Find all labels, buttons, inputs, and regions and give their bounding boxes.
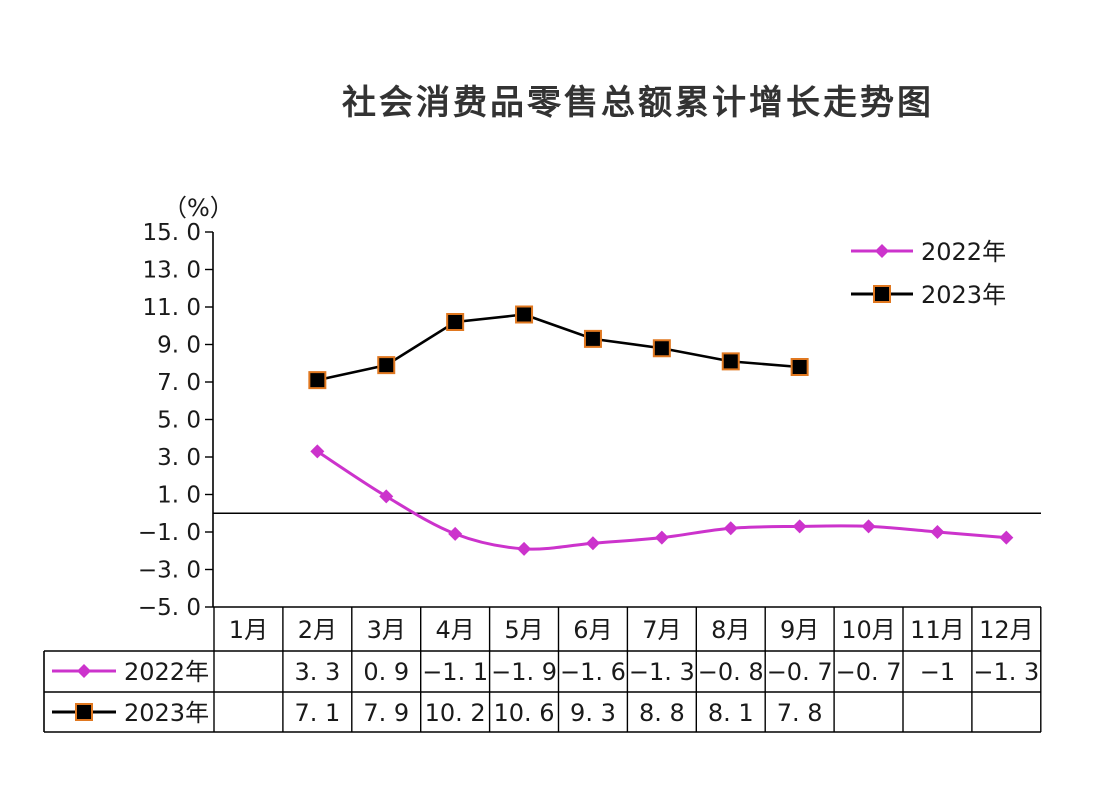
y-tick-label: −1. 0 xyxy=(138,520,201,546)
data-point-2023 xyxy=(377,356,396,375)
y-tick-label: 3. 0 xyxy=(157,445,201,471)
data-label: −1. 1 xyxy=(422,658,488,686)
legend-label: 2023年 xyxy=(921,281,1006,309)
series-line-2023 xyxy=(317,313,800,382)
x-tick-label: 4月 xyxy=(436,616,475,644)
y-tick-label: 13. 0 xyxy=(142,258,201,284)
data-point-2022 xyxy=(448,526,463,541)
data-label: 8. 8 xyxy=(639,699,685,727)
row-header-label: 2023年 xyxy=(124,699,209,727)
data-point-2022 xyxy=(517,541,532,556)
y-axis-unit: （%） xyxy=(163,194,234,222)
x-tick-label: 5月 xyxy=(504,616,543,644)
legend: 2022年 2023年 xyxy=(851,238,1006,309)
data-point-2022 xyxy=(792,519,807,534)
data-label: 7. 8 xyxy=(777,699,823,727)
y-tick-label: 9. 0 xyxy=(157,333,201,359)
y-tick-label: 11. 0 xyxy=(142,295,201,321)
data-label: 7. 9 xyxy=(363,699,409,727)
data-point-2023 xyxy=(515,305,534,324)
data-label: −0. 8 xyxy=(698,658,764,686)
data-label: 3. 3 xyxy=(294,658,340,686)
data-point-2022 xyxy=(999,530,1014,545)
data-label: −1. 6 xyxy=(560,658,626,686)
y-tick-label: 15. 0 xyxy=(142,220,201,246)
data-label: 10. 2 xyxy=(425,699,486,727)
legend-label: 2022年 xyxy=(921,238,1006,266)
x-tick-label: 3月 xyxy=(367,616,406,644)
legend-marker xyxy=(875,244,889,258)
y-tick-label: 1. 0 xyxy=(157,483,201,509)
data-label: −0. 7 xyxy=(836,658,902,686)
data-label: 0. 9 xyxy=(363,658,409,686)
x-tick-label: 12月 xyxy=(979,616,1034,644)
x-tick-label: 6月 xyxy=(573,616,612,644)
data-label: −0. 7 xyxy=(767,658,833,686)
data-point-2022 xyxy=(723,521,738,536)
row-key-marker xyxy=(77,664,91,678)
y-tick-label: −3. 0 xyxy=(138,558,201,584)
data-point-2023 xyxy=(446,313,465,331)
y-tick-label: −5. 0 xyxy=(138,595,201,621)
legend-marker xyxy=(873,285,891,303)
x-tick-label: 9月 xyxy=(780,616,819,644)
data-label: −1. 3 xyxy=(629,658,695,686)
chart-title: 社会消费品零售总额累计增长走势图 xyxy=(342,83,934,123)
data-label: −1. 9 xyxy=(491,658,557,686)
data-point-2023 xyxy=(583,329,602,348)
data-point-2022 xyxy=(654,530,669,545)
data-point-2023 xyxy=(790,358,809,376)
data-label: −1 xyxy=(920,658,955,686)
data-table: 1月 2月 3月 4月 5月 6月 7月 8月 9月 10月 11月 12月 2022年 3. 3 0. 9… xyxy=(43,606,1042,733)
x-tick-label: 1月 xyxy=(229,616,268,644)
data-point-2022 xyxy=(861,519,876,534)
x-tick-label: 7月 xyxy=(642,616,681,644)
x-tick-label: 8月 xyxy=(711,616,750,644)
data-label: 8. 1 xyxy=(708,699,754,727)
data-label: −1. 3 xyxy=(973,658,1039,686)
x-tick-label: 11月 xyxy=(910,616,965,644)
data-point-2023 xyxy=(652,339,671,358)
x-tick-label: 10月 xyxy=(841,616,896,644)
data-point-2022 xyxy=(310,444,325,459)
data-point-2022 xyxy=(379,489,394,504)
data-point-2022 xyxy=(930,525,945,539)
row-key-marker xyxy=(75,703,93,721)
data-point-2022 xyxy=(585,536,600,551)
plot-area: 15. 0 13. 0 11. 0 9. 0 7. 0 5. 0 3. 0 1. 0 −1. 0… xyxy=(138,220,1041,621)
y-tick-label: 5. 0 xyxy=(157,408,201,434)
x-tick-label: 2月 xyxy=(298,616,337,644)
data-point-2023 xyxy=(308,371,327,390)
data-label: 7. 1 xyxy=(294,699,340,727)
data-label: 10. 6 xyxy=(494,699,555,727)
row-header-label: 2022年 xyxy=(124,658,209,686)
data-label: 9. 3 xyxy=(570,699,616,727)
data-point-2023 xyxy=(721,352,740,371)
y-tick-label: 7. 0 xyxy=(157,370,201,396)
